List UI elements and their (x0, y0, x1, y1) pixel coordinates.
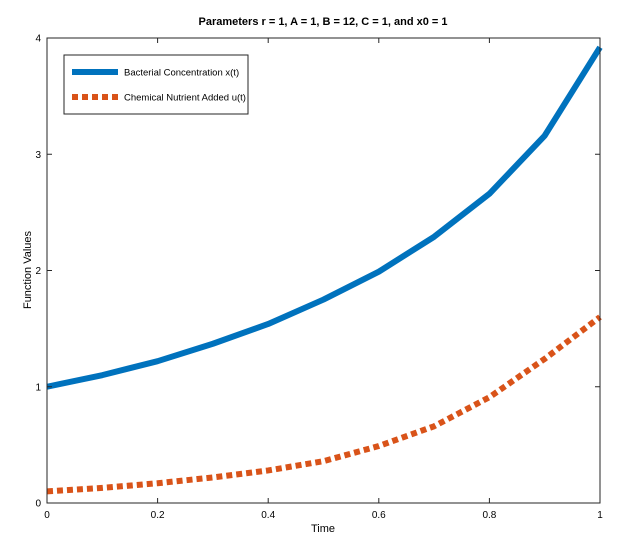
x-tick-label: 0 (44, 510, 50, 521)
y-axis-label: Function Values (22, 230, 34, 309)
x-tick-label: 0.6 (372, 510, 386, 521)
legend-label-nutrient: Chemical Nutrient Added u(t) (124, 93, 246, 104)
series-layer (46, 45, 603, 495)
x-tick-label: 0.4 (261, 510, 275, 521)
y-tick-label: 3 (35, 150, 41, 161)
x-tick-label: 1 (597, 510, 603, 521)
y-tick-label: 4 (35, 34, 41, 45)
chart-title: Parameters r = 1, A = 1, B = 12, C = 1, … (199, 16, 448, 28)
legend-label-bacterial: Bacterial Concentration x(t) (124, 68, 239, 79)
plot-area-frame (46, 37, 601, 504)
x-tick-label: 0.8 (482, 510, 496, 521)
x-axis-label: Time (311, 523, 335, 535)
legend-box (63, 54, 249, 115)
series-line-bacterial-concentration (46, 45, 603, 390)
y-tick-label: 1 (35, 382, 41, 393)
legend: Bacterial Concentration x(t) Chemical Nu… (63, 54, 249, 115)
y-tick-label: 2 (35, 266, 41, 277)
y-tick-label: 0 (35, 499, 41, 510)
x-tick-label: 0.2 (151, 510, 165, 521)
series-line-chemical-nutrient (46, 314, 602, 495)
